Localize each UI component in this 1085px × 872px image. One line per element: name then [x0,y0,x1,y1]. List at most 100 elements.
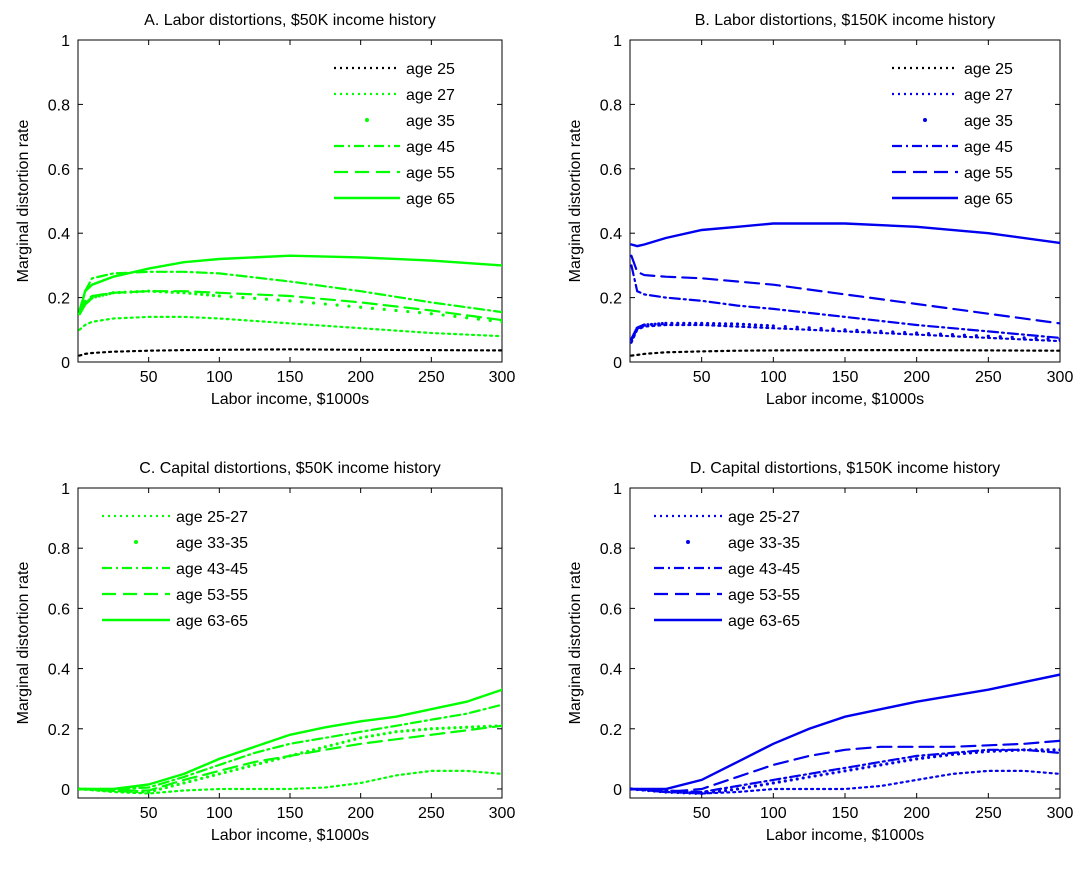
series-dot [453,726,457,730]
series-dot [646,323,650,327]
series-dot [241,296,245,300]
series-dot [435,726,439,731]
y-tick-label: 0 [613,782,622,799]
series-dot [453,314,457,318]
series-dot [897,760,901,764]
series-dot [771,324,775,328]
series-dot [406,309,410,314]
y-tick-label: 0.2 [48,722,70,739]
series-line [78,254,502,315]
series-dot [359,736,363,740]
legend-label: age 25 [964,61,1013,78]
legend-label: age 25-27 [728,509,800,526]
series-dot [855,328,859,332]
series-dot [388,731,392,735]
series-dot [891,761,895,765]
series-dot [927,755,931,759]
y-tick-label: 0.8 [48,541,70,558]
y-tick-label: 1 [61,481,70,498]
x-tick-label: 300 [1047,805,1074,822]
series-dot [879,329,883,334]
legend-label: age 55 [964,165,1013,182]
series-line [630,254,1060,325]
series-line [78,315,502,338]
series-dot [423,727,428,731]
series-dot [288,299,292,303]
chart-panel-2: B. Labor distortions, $150K income histo… [567,12,1073,408]
series-dot [341,740,345,744]
series-group [630,673,1060,796]
series-dot [459,725,463,730]
legend-label: age 45 [964,139,1013,156]
series-dot [382,732,386,736]
series-dot [117,789,121,793]
legend-label: age 33-35 [728,535,800,552]
series-dot [849,768,853,772]
series-dot [182,781,186,785]
series-dot [831,771,835,775]
chart-panel-1: A. Labor distortions, $50K income histor… [15,12,515,408]
series-dot [660,322,664,326]
series-dot [229,295,233,299]
series-dot [653,322,657,326]
series-dot [885,762,889,766]
legend-dot-marker [365,118,369,122]
y-tick-label: 0 [61,782,70,799]
series-dot [205,775,210,779]
series-dot [855,767,859,771]
series-dot [217,294,221,298]
series-line [78,724,502,792]
series-dot [1052,748,1056,752]
series-dot [441,726,445,730]
series-dot [323,745,327,749]
series-group [78,254,502,357]
series-dot [783,779,787,783]
y-tick-label: 0.4 [600,226,622,243]
y-axis-label: Marginal distortion rate [567,120,584,283]
series-line [630,349,1060,357]
series-dot [417,728,422,732]
series-dot [194,778,198,782]
series-dot [465,725,469,729]
legend-label: age 25 [406,61,455,78]
series-line [630,264,1060,339]
series-dot [417,311,422,315]
series-dot [642,323,646,327]
series-dot [723,788,728,793]
series-dot [382,307,386,312]
y-tick-label: 0 [613,355,622,372]
series-dot [843,769,847,773]
legend-label: age 35 [964,113,1013,130]
series-dot [670,321,674,325]
series-dot [909,758,913,762]
x-tick-label: 250 [418,805,445,822]
series-line [630,748,1060,794]
legend-label: age 53-55 [176,587,248,604]
x-tick-label: 200 [347,805,374,822]
series-dot [657,322,661,326]
series-dot [1046,748,1050,752]
series-dot [170,784,174,788]
legend-label: age 63-65 [176,613,248,630]
legend-label: age 25-27 [176,509,248,526]
series-dot [813,774,817,778]
x-axis-label: Labor income, $1000s [766,391,924,408]
x-tick-label: 50 [140,369,158,386]
series-dot [335,303,339,307]
series-dot [217,772,221,776]
legend: age 25 age 27 age 35 age 45 age 55 age 65 [334,61,455,208]
y-tick-label: 0.4 [48,226,70,243]
series-dot [353,737,357,741]
series-dot [253,296,257,301]
series-dot [915,331,919,335]
series-dot [488,724,492,728]
series-dot [465,316,469,320]
series-dot [747,323,752,327]
y-tick-label: 0.8 [48,97,70,114]
series-dot [664,321,668,325]
series-group [630,222,1060,357]
series-dot [235,767,239,772]
series-dot [903,330,907,335]
series-dot [229,769,233,773]
series-dot [986,334,990,338]
